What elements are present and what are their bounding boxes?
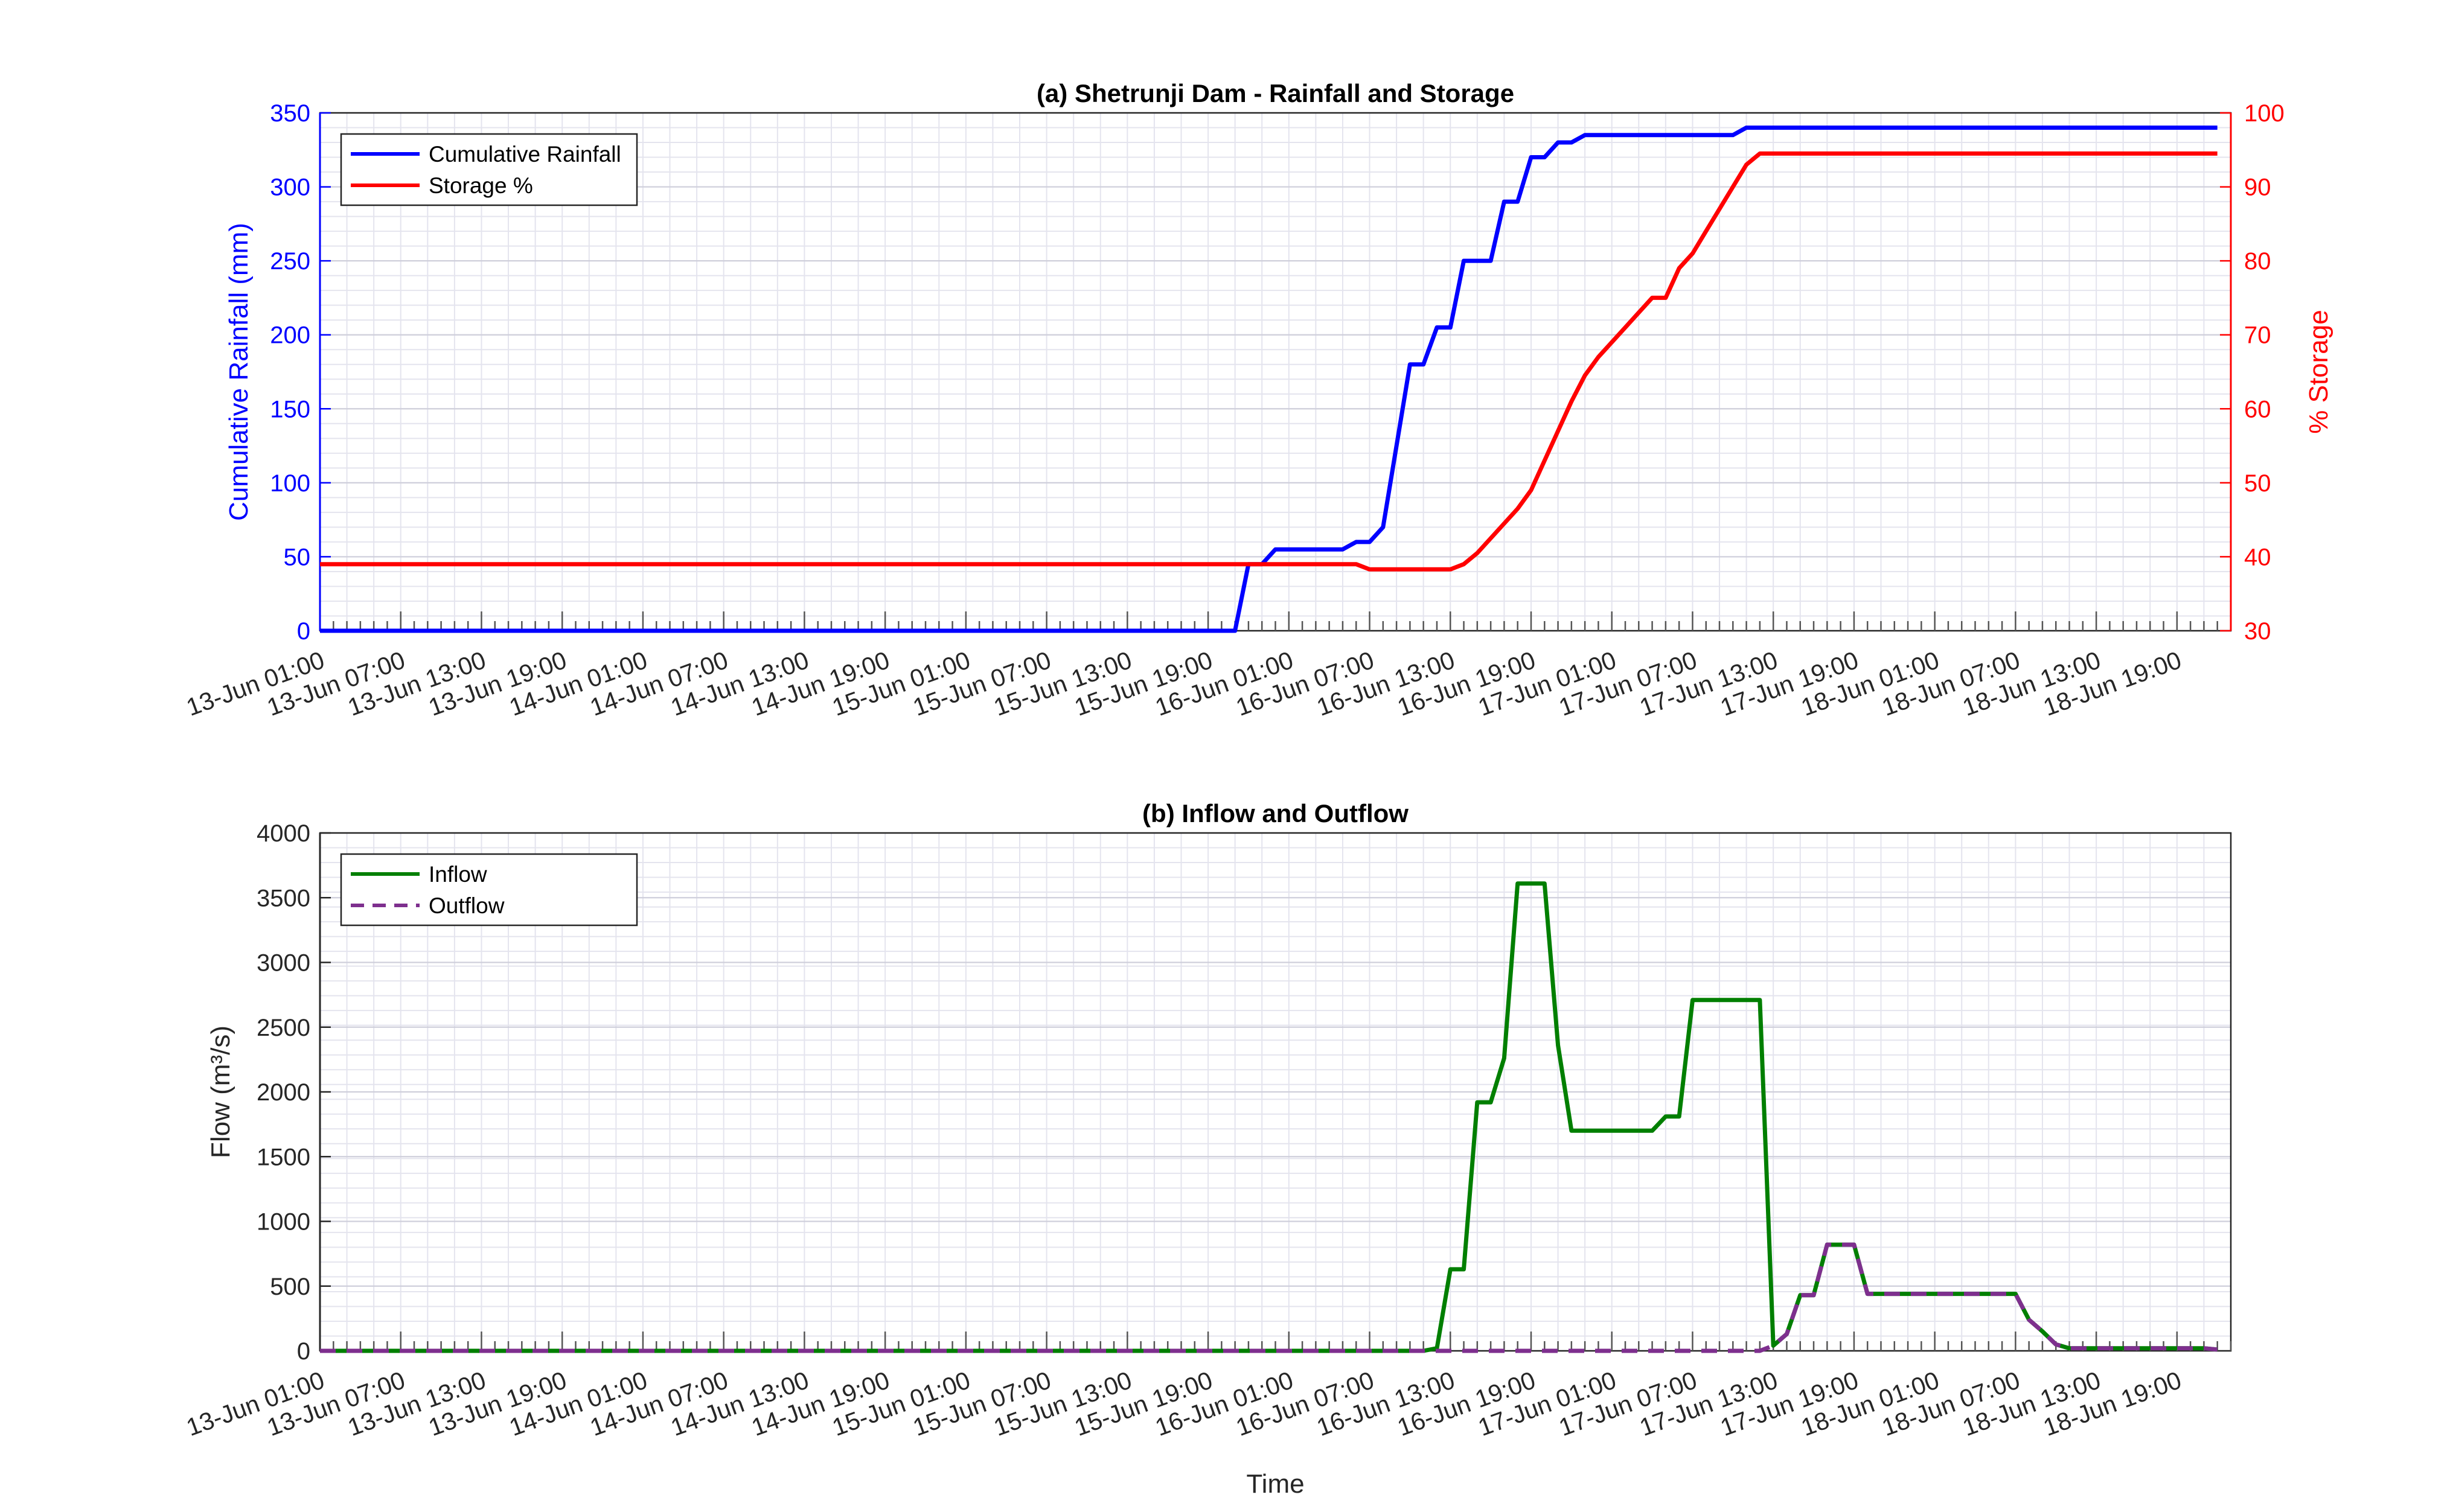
y-tick-label: 250 — [270, 248, 310, 275]
y-tick-label: 2000 — [257, 1079, 310, 1106]
y-right-tick-label: 100 — [2244, 100, 2285, 127]
y-right-tick-label: 70 — [2244, 322, 2271, 349]
y-tick-label: 4000 — [257, 820, 310, 847]
y-tick-label: 1500 — [257, 1144, 310, 1170]
series-line-storage- — [320, 151, 2218, 572]
y-right-axis-label: % Storage — [2304, 310, 2333, 433]
legend: Inflow Outflow — [340, 853, 638, 927]
y-right-tick-label: 90 — [2244, 174, 2271, 201]
y-tick-label: 300 — [270, 174, 310, 201]
grid-lines — [319, 833, 2231, 1351]
legend: Cumulative Rainfall Storage % — [340, 133, 638, 206]
y-tick-label: 50 — [284, 544, 311, 570]
y-tick-label: 100 — [270, 470, 310, 497]
y-right-tick-label: 80 — [2244, 248, 2271, 275]
y-tick-label: 1000 — [257, 1209, 310, 1236]
plot-area — [320, 113, 2231, 631]
x-axis-label: Time — [1246, 1469, 1304, 1499]
y-tick-label: 0 — [297, 618, 310, 645]
y-tick-label: 2500 — [257, 1015, 310, 1041]
y-right-tick-label: 40 — [2244, 544, 2271, 570]
chart-title: (a) Shetrunji Dam - Rainfall and Storage — [1037, 79, 1514, 107]
legend-label: Cumulative Rainfall — [429, 142, 621, 167]
y-axis-label: Flow (m³/s) — [206, 1026, 235, 1158]
y-tick-label: 200 — [270, 322, 310, 349]
y-right-tick-label: 50 — [2244, 470, 2271, 497]
y-tick-label: 3000 — [257, 950, 310, 977]
y-tick-label: 3500 — [257, 885, 310, 911]
series-line-outflow — [320, 1242, 2218, 1353]
legend-box — [340, 853, 638, 927]
y-right-tick-label: 60 — [2244, 396, 2271, 423]
legend-label: Outflow — [429, 893, 505, 918]
series-line-cumulative-rainfall — [320, 126, 2218, 633]
y-tick-label: 350 — [270, 100, 310, 127]
y-tick-label: 0 — [297, 1338, 310, 1365]
legend-label: Inflow — [429, 862, 487, 887]
y-tick-label: 500 — [270, 1274, 310, 1300]
y-right-tick-label: 30 — [2244, 618, 2271, 645]
legend-box — [340, 133, 638, 206]
chart-title: (b) Inflow and Outflow — [1142, 799, 1409, 828]
legend-label: Storage % — [429, 173, 533, 198]
y-tick-label: 150 — [270, 396, 310, 423]
y-axis-label: Cumulative Rainfall (mm) — [224, 223, 254, 521]
